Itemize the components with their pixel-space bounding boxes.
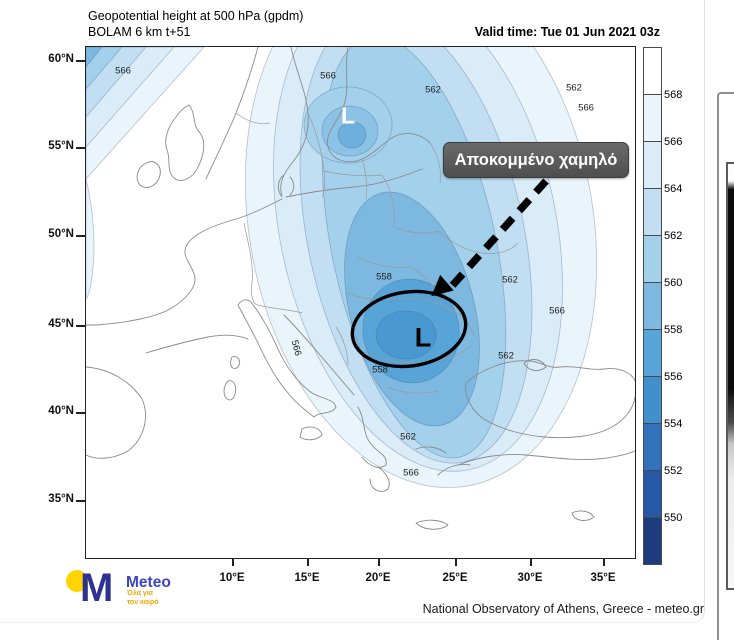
- lon-label-25e: 25°E: [442, 572, 468, 584]
- colorbar-tick-566: 566: [664, 136, 683, 148]
- colorbar-segment: [644, 235, 661, 282]
- contour-label: 566: [115, 65, 131, 77]
- contour-label: 566: [549, 305, 565, 317]
- lon-tick: [307, 558, 309, 566]
- secondary-low-marker: L: [340, 102, 356, 129]
- meteo-logo-name: Meteo: [126, 574, 171, 591]
- colorbar: [643, 47, 662, 565]
- dashed-arrow-head: [431, 274, 454, 297]
- colorbar-tick-562: 562: [664, 230, 683, 242]
- lat-tick: [76, 412, 85, 414]
- lat-tick: [76, 60, 85, 62]
- coastlines: [86, 47, 635, 530]
- attribution-text[interactable]: National Observatory of Athens, Greece -…: [422, 602, 704, 616]
- colorbar-tick-558: 558: [664, 324, 683, 336]
- lat-tick: [76, 147, 85, 149]
- contour-label: 562: [566, 82, 582, 94]
- lon-tick: [455, 558, 457, 566]
- lat-tick: [76, 325, 85, 327]
- geopotential-bands: [86, 47, 598, 489]
- chart-title: Geopotential height at 500 hPa (gpdm) BO…: [88, 8, 303, 41]
- lat-label-50n: 50°N: [48, 228, 74, 240]
- lon-tick: [603, 558, 605, 566]
- meteo-logo-tagline1: Όλα για: [127, 590, 153, 597]
- lon-label-15e: 15°E: [294, 572, 320, 584]
- meteo-logo-tagline2: τον καιρό: [127, 599, 159, 606]
- lon-label-35e: 35°E: [590, 572, 616, 584]
- colorbar-segment: [644, 94, 661, 141]
- colorbar-segment: [644, 48, 661, 94]
- colorbar-tick-552: 552: [664, 465, 683, 477]
- contour-label: 562: [502, 274, 518, 286]
- lon-label-20e: 20°E: [365, 572, 391, 584]
- colorbar-tick-550: 550: [664, 512, 683, 524]
- colorbar-tick-556: 556: [664, 371, 683, 383]
- primary-low-marker: L: [414, 322, 432, 353]
- lat-label-45n: 45°N: [48, 318, 74, 330]
- colorbar-segment: [644, 141, 661, 188]
- contour-label: 566: [578, 102, 594, 114]
- chart-title-line2: BOLAM 6 km t+51: [88, 25, 191, 40]
- colorbar-segment: [644, 282, 661, 329]
- cutoff-low-ellipse: [350, 289, 468, 369]
- colorbar-tick-564: 564: [664, 183, 683, 195]
- contour-label: 562: [425, 84, 441, 96]
- contour-label: 558: [376, 271, 392, 283]
- map-canvas: [86, 47, 635, 530]
- colorbar-segment: [644, 188, 661, 235]
- lon-tick: [378, 558, 380, 566]
- map-area: 566 566 562 562 566 558 562 566 566 558 …: [85, 46, 636, 559]
- colorbar-tick-554: 554: [664, 418, 683, 430]
- cutoff-low-callout: Αποκομμένο χαμηλό: [443, 142, 629, 178]
- meteo-logo-dot-icon: [66, 570, 88, 592]
- lat-label-35n: 35°N: [48, 493, 74, 505]
- colorbar-segment: [644, 470, 661, 517]
- lat-label-40n: 40°N: [48, 405, 74, 417]
- contour-label: 562: [400, 431, 416, 443]
- lat-label-55n: 55°N: [48, 140, 74, 152]
- lat-tick: [76, 235, 85, 237]
- lon-tick: [530, 558, 532, 566]
- chart-title-line1: Geopotential height at 500 hPa (gpdm): [88, 9, 304, 23]
- contour-label: 562: [498, 350, 514, 362]
- lat-label-60n: 60°N: [48, 53, 74, 65]
- lat-tick: [76, 500, 85, 502]
- annotation-shapes: [350, 178, 549, 369]
- colorbar-segment: [644, 329, 661, 376]
- meteo-logo-m-icon: M: [80, 566, 114, 610]
- colorbar-segment: [644, 423, 661, 470]
- lon-tick: [232, 558, 234, 566]
- lon-label-10e: 10°E: [219, 572, 245, 584]
- colorbar-segment: [644, 376, 661, 423]
- contour-label: 566: [403, 467, 419, 479]
- adjacent-panel-image: [726, 162, 734, 590]
- colorbar-segment: [644, 517, 661, 564]
- colorbar-tick-568: 568: [664, 89, 683, 101]
- valid-time-label: Valid time: Tue 01 Jun 2021 03z: [474, 25, 660, 39]
- lon-label-30e: 30°E: [517, 572, 543, 584]
- contour-label: 558: [372, 364, 388, 376]
- contour-label: 566: [320, 70, 336, 82]
- colorbar-tick-560: 560: [664, 277, 683, 289]
